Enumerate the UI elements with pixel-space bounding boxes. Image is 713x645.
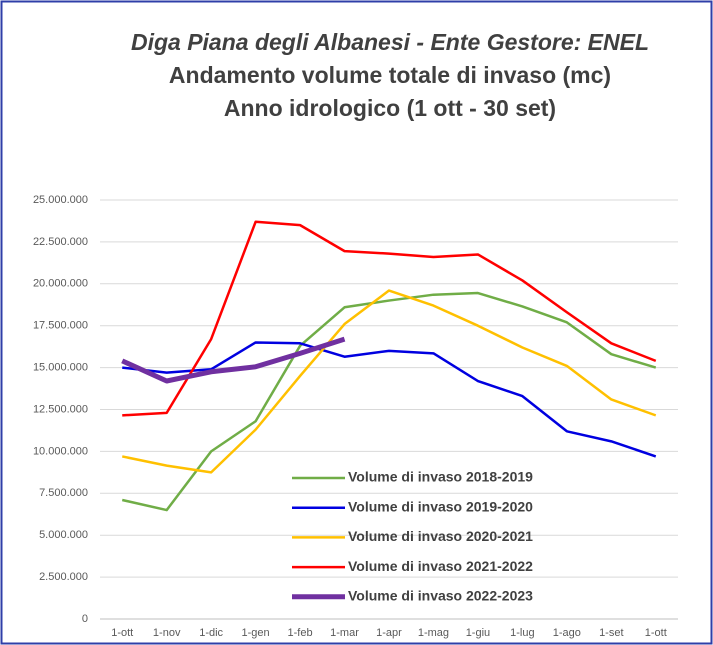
y-tick-label: 22.500.000 xyxy=(33,236,88,248)
legend-label: Volume di invaso 2021-2022 xyxy=(348,558,533,574)
legend-label: Volume di invaso 2022-2023 xyxy=(348,588,533,604)
series-line xyxy=(121,289,657,474)
legend-label: Volume di invaso 2020-2021 xyxy=(348,528,533,544)
y-tick-label: 15.000.000 xyxy=(33,362,88,374)
chart-title: Anno idrologico (1 ott - 30 set) xyxy=(224,95,556,121)
x-tick-label: 1-ott xyxy=(645,627,667,639)
y-tick-label: 17.500.000 xyxy=(33,320,88,332)
y-tick-label: 7.500.000 xyxy=(39,487,88,499)
y-tick-label: 12.500.000 xyxy=(33,403,88,415)
series-line xyxy=(121,336,346,384)
x-tick-label: 1-mag xyxy=(418,627,449,639)
chart-title: Diga Piana degli Albanesi - Ente Gestore… xyxy=(131,29,649,55)
y-tick-label: 2.500.000 xyxy=(39,571,88,583)
legend-label: Volume di invaso 2018-2019 xyxy=(348,469,533,485)
x-tick-label: 1-nov xyxy=(153,627,181,639)
x-tick-label: 1-lug xyxy=(510,627,534,639)
y-tick-label: 0 xyxy=(82,613,88,625)
x-tick-label: 1-giu xyxy=(466,627,490,639)
y-tick-label: 25.000.000 xyxy=(33,194,88,206)
y-tick-label: 20.000.000 xyxy=(33,278,88,290)
y-tick-label: 10.000.000 xyxy=(33,445,88,457)
series-line xyxy=(122,220,657,417)
x-tick-label: 1-dic xyxy=(199,627,223,639)
chart-title: Andamento volume totale di invaso (mc) xyxy=(169,62,611,88)
x-tick-label: 1-mar xyxy=(330,627,359,639)
x-tick-label: 1-apr xyxy=(376,627,402,639)
x-tick-label: 1-ago xyxy=(553,627,581,639)
series-line xyxy=(121,291,657,512)
x-tick-label: 1-gen xyxy=(242,627,270,639)
x-tick-label: 1-ott xyxy=(111,627,133,639)
y-tick-label: 5.000.000 xyxy=(39,529,88,541)
legend-label: Volume di invaso 2019-2020 xyxy=(348,498,533,514)
x-tick-label: 1-feb xyxy=(288,627,313,639)
x-tick-label: 1-set xyxy=(599,627,623,639)
